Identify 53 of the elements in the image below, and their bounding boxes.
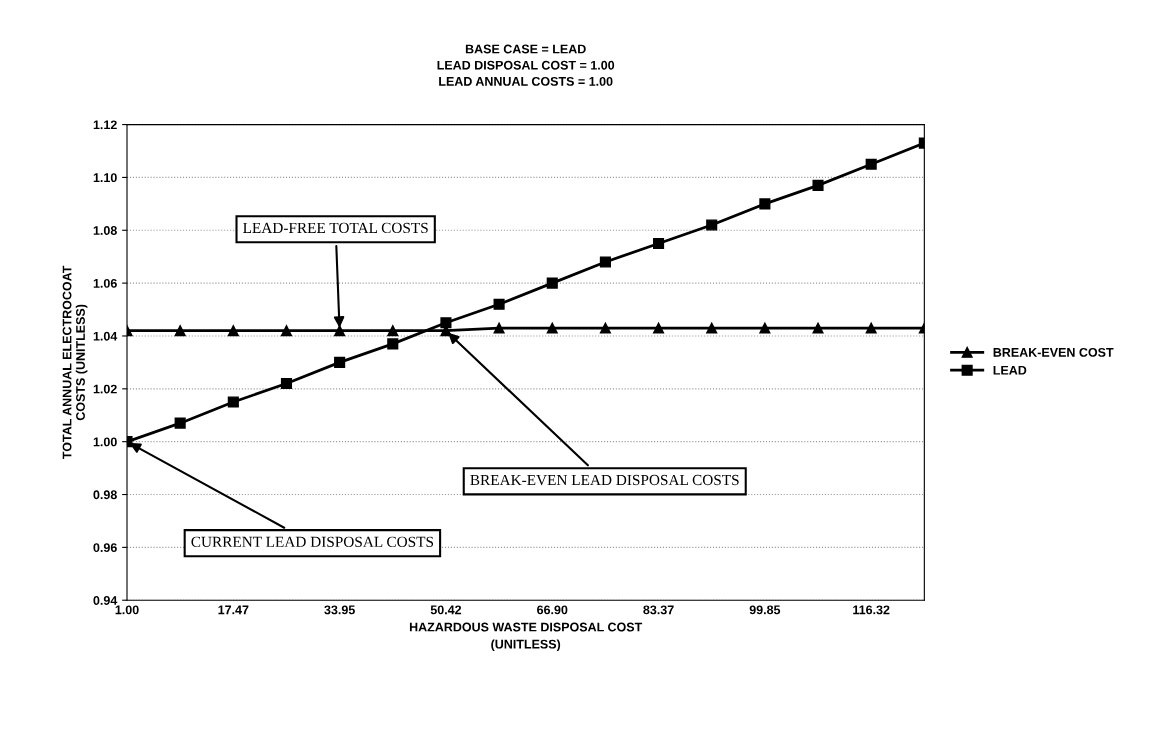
chart-title: BASE CASE = LEAD LEAD DISPOSAL COST = 1.00 LEAD ANNUAL COSTS = 1.00 — [437, 44, 615, 86]
point — [759, 198, 771, 210]
point — [759, 322, 771, 334]
y-tick-label: 0.96 — [93, 543, 117, 553]
point — [334, 325, 346, 337]
annotation: CURRENT LEAD DISPOSAL COSTS — [191, 536, 434, 547]
point — [546, 277, 558, 289]
x-tick-label: 33.95 — [324, 605, 355, 615]
point — [812, 179, 824, 191]
point — [174, 417, 186, 429]
point — [599, 256, 611, 268]
legend-label: BREAK-EVEN COST — [993, 347, 1114, 357]
y-tick-label: 0.98 — [93, 490, 117, 500]
y-tick-label: 1.04 — [93, 331, 118, 341]
point — [387, 325, 399, 337]
x-tick-label: 83.37 — [643, 605, 674, 615]
y-tick-label: 1.08 — [93, 226, 117, 235]
point — [280, 325, 293, 337]
point — [493, 298, 505, 310]
point — [227, 325, 239, 337]
point — [653, 237, 665, 250]
point — [865, 158, 877, 170]
x-axis-title: HAZARDOUS WASTE DISPOSAL COST (UNITLESS) — [409, 622, 643, 652]
point — [227, 396, 239, 408]
point — [546, 322, 558, 334]
point — [440, 317, 452, 329]
point — [334, 356, 346, 368]
legend-label: LEAD — [993, 365, 1027, 375]
point — [865, 322, 877, 334]
annotation: BREAK-EVEN LEAD DISPOSAL COSTS — [470, 474, 739, 486]
point — [653, 322, 665, 334]
y-tick-label: 1.00 — [93, 437, 117, 447]
y-tick-label: 1.10 — [93, 173, 117, 183]
point — [387, 338, 399, 350]
x-tick-label: 1.00 — [115, 605, 139, 615]
point — [599, 322, 611, 334]
x-tick-label: 50.42 — [430, 605, 462, 615]
point — [706, 322, 718, 334]
point — [174, 325, 186, 337]
y-tick-label: 0.94 — [93, 596, 118, 605]
x-tick-label: 66.90 — [537, 605, 568, 615]
y-tick-label: 1.02 — [93, 384, 117, 394]
y-tick-label: 1.12 — [93, 120, 117, 130]
x-tick-label: 116.32 — [853, 605, 890, 615]
point — [812, 322, 824, 334]
point — [280, 377, 293, 390]
annotation: LEAD-FREE TOTAL COSTS — [243, 222, 428, 234]
point — [706, 219, 718, 231]
x-tick-label: 99.85 — [749, 605, 781, 615]
y-axis-title: TOTAL ANNUAL ELECTROCOAT COSTS (UNITLESS) — [62, 265, 88, 460]
x-tick-label: 17.47 — [218, 605, 249, 615]
y-tick-label: 1.06 — [93, 278, 117, 288]
point — [493, 322, 505, 334]
